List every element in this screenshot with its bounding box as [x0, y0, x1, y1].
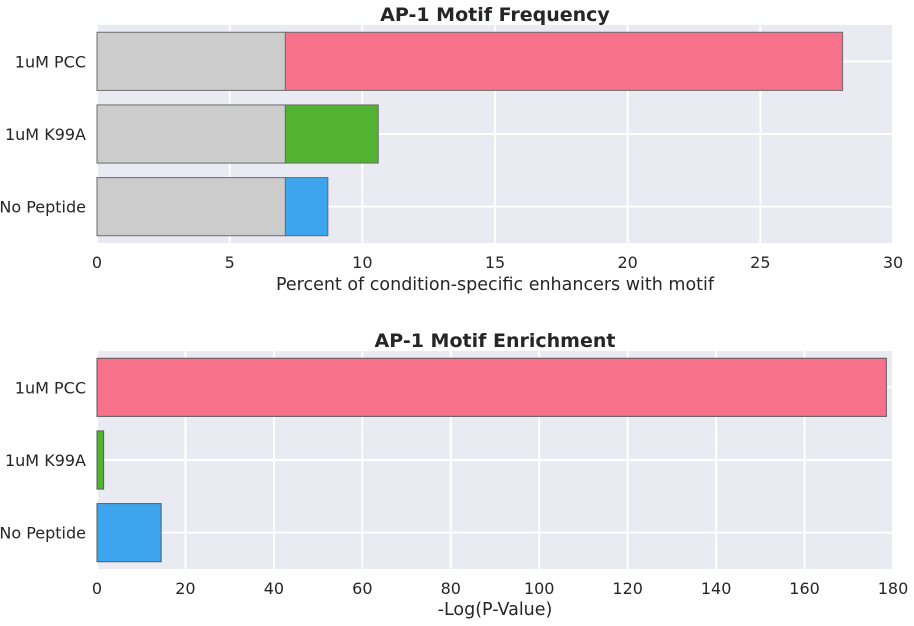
frequency-x-tick-label: 30 [883, 253, 903, 272]
enrichment-x-tick-label: 0 [92, 579, 102, 598]
enrichment-y-tick-label: 1uM PCC [15, 378, 86, 397]
frequency-x-tick-label: 5 [225, 253, 235, 272]
enrichment-x-tick-label: 60 [352, 579, 372, 598]
frequency-x-tick-label: 0 [92, 253, 102, 272]
enrichment-x-tick-label: 20 [175, 579, 195, 598]
frequency-y-tick-label: 1uM PCC [15, 52, 86, 71]
enrichment-x-tick-label: 180 [878, 579, 909, 598]
frequency-chart-title: AP-1 Motif Frequency [380, 4, 610, 26]
frequency-x-tick-label: 15 [485, 253, 505, 272]
enrichment-y-tick-label: 1uM K99A [5, 451, 86, 470]
enrichment-y-tick-label: No Peptide [0, 524, 86, 543]
enrichment-bar [96, 430, 105, 490]
enrichment-bar [96, 357, 887, 417]
frequency-bar-segment [284, 31, 844, 91]
frequency-bar-segment [96, 177, 286, 237]
enrichment-chart: AP-1 Motif Enrichment 1uM PCC 1uM K99A No … [0, 330, 908, 620]
frequency-x-tick-label: 20 [617, 253, 637, 272]
frequency-bar-segment [284, 104, 379, 164]
enrichment-x-tick-label: 100 [524, 579, 555, 598]
frequency-x-tick-label: 10 [352, 253, 372, 272]
frequency-bar-segment [96, 104, 286, 164]
frequency-chart: AP-1 Motif Frequency 1uM PCC 1uM K99A No P… [0, 4, 903, 295]
frequency-y-tick-label: No Peptide [0, 198, 86, 217]
enrichment-x-tick-label: 120 [612, 579, 643, 598]
frequency-y-tick-label: 1uM K99A [5, 125, 86, 144]
enrichment-x-axis-label: -Log(P-Value) [438, 600, 553, 620]
frequency-bar-segment [284, 177, 329, 237]
enrichment-x-tick-label: 140 [701, 579, 732, 598]
enrichment-x-tick-label: 160 [789, 579, 820, 598]
frequency-bar-segment [96, 31, 286, 91]
enrichment-chart-title: AP-1 Motif Enrichment [375, 330, 616, 352]
enrichment-x-tick-label: 80 [441, 579, 461, 598]
enrichment-x-tick-label: 40 [264, 579, 284, 598]
frequency-x-axis-label: Percent of condition-specific enhancers … [276, 275, 715, 295]
enrichment-bar [96, 503, 162, 563]
frequency-x-tick-label: 25 [750, 253, 770, 272]
